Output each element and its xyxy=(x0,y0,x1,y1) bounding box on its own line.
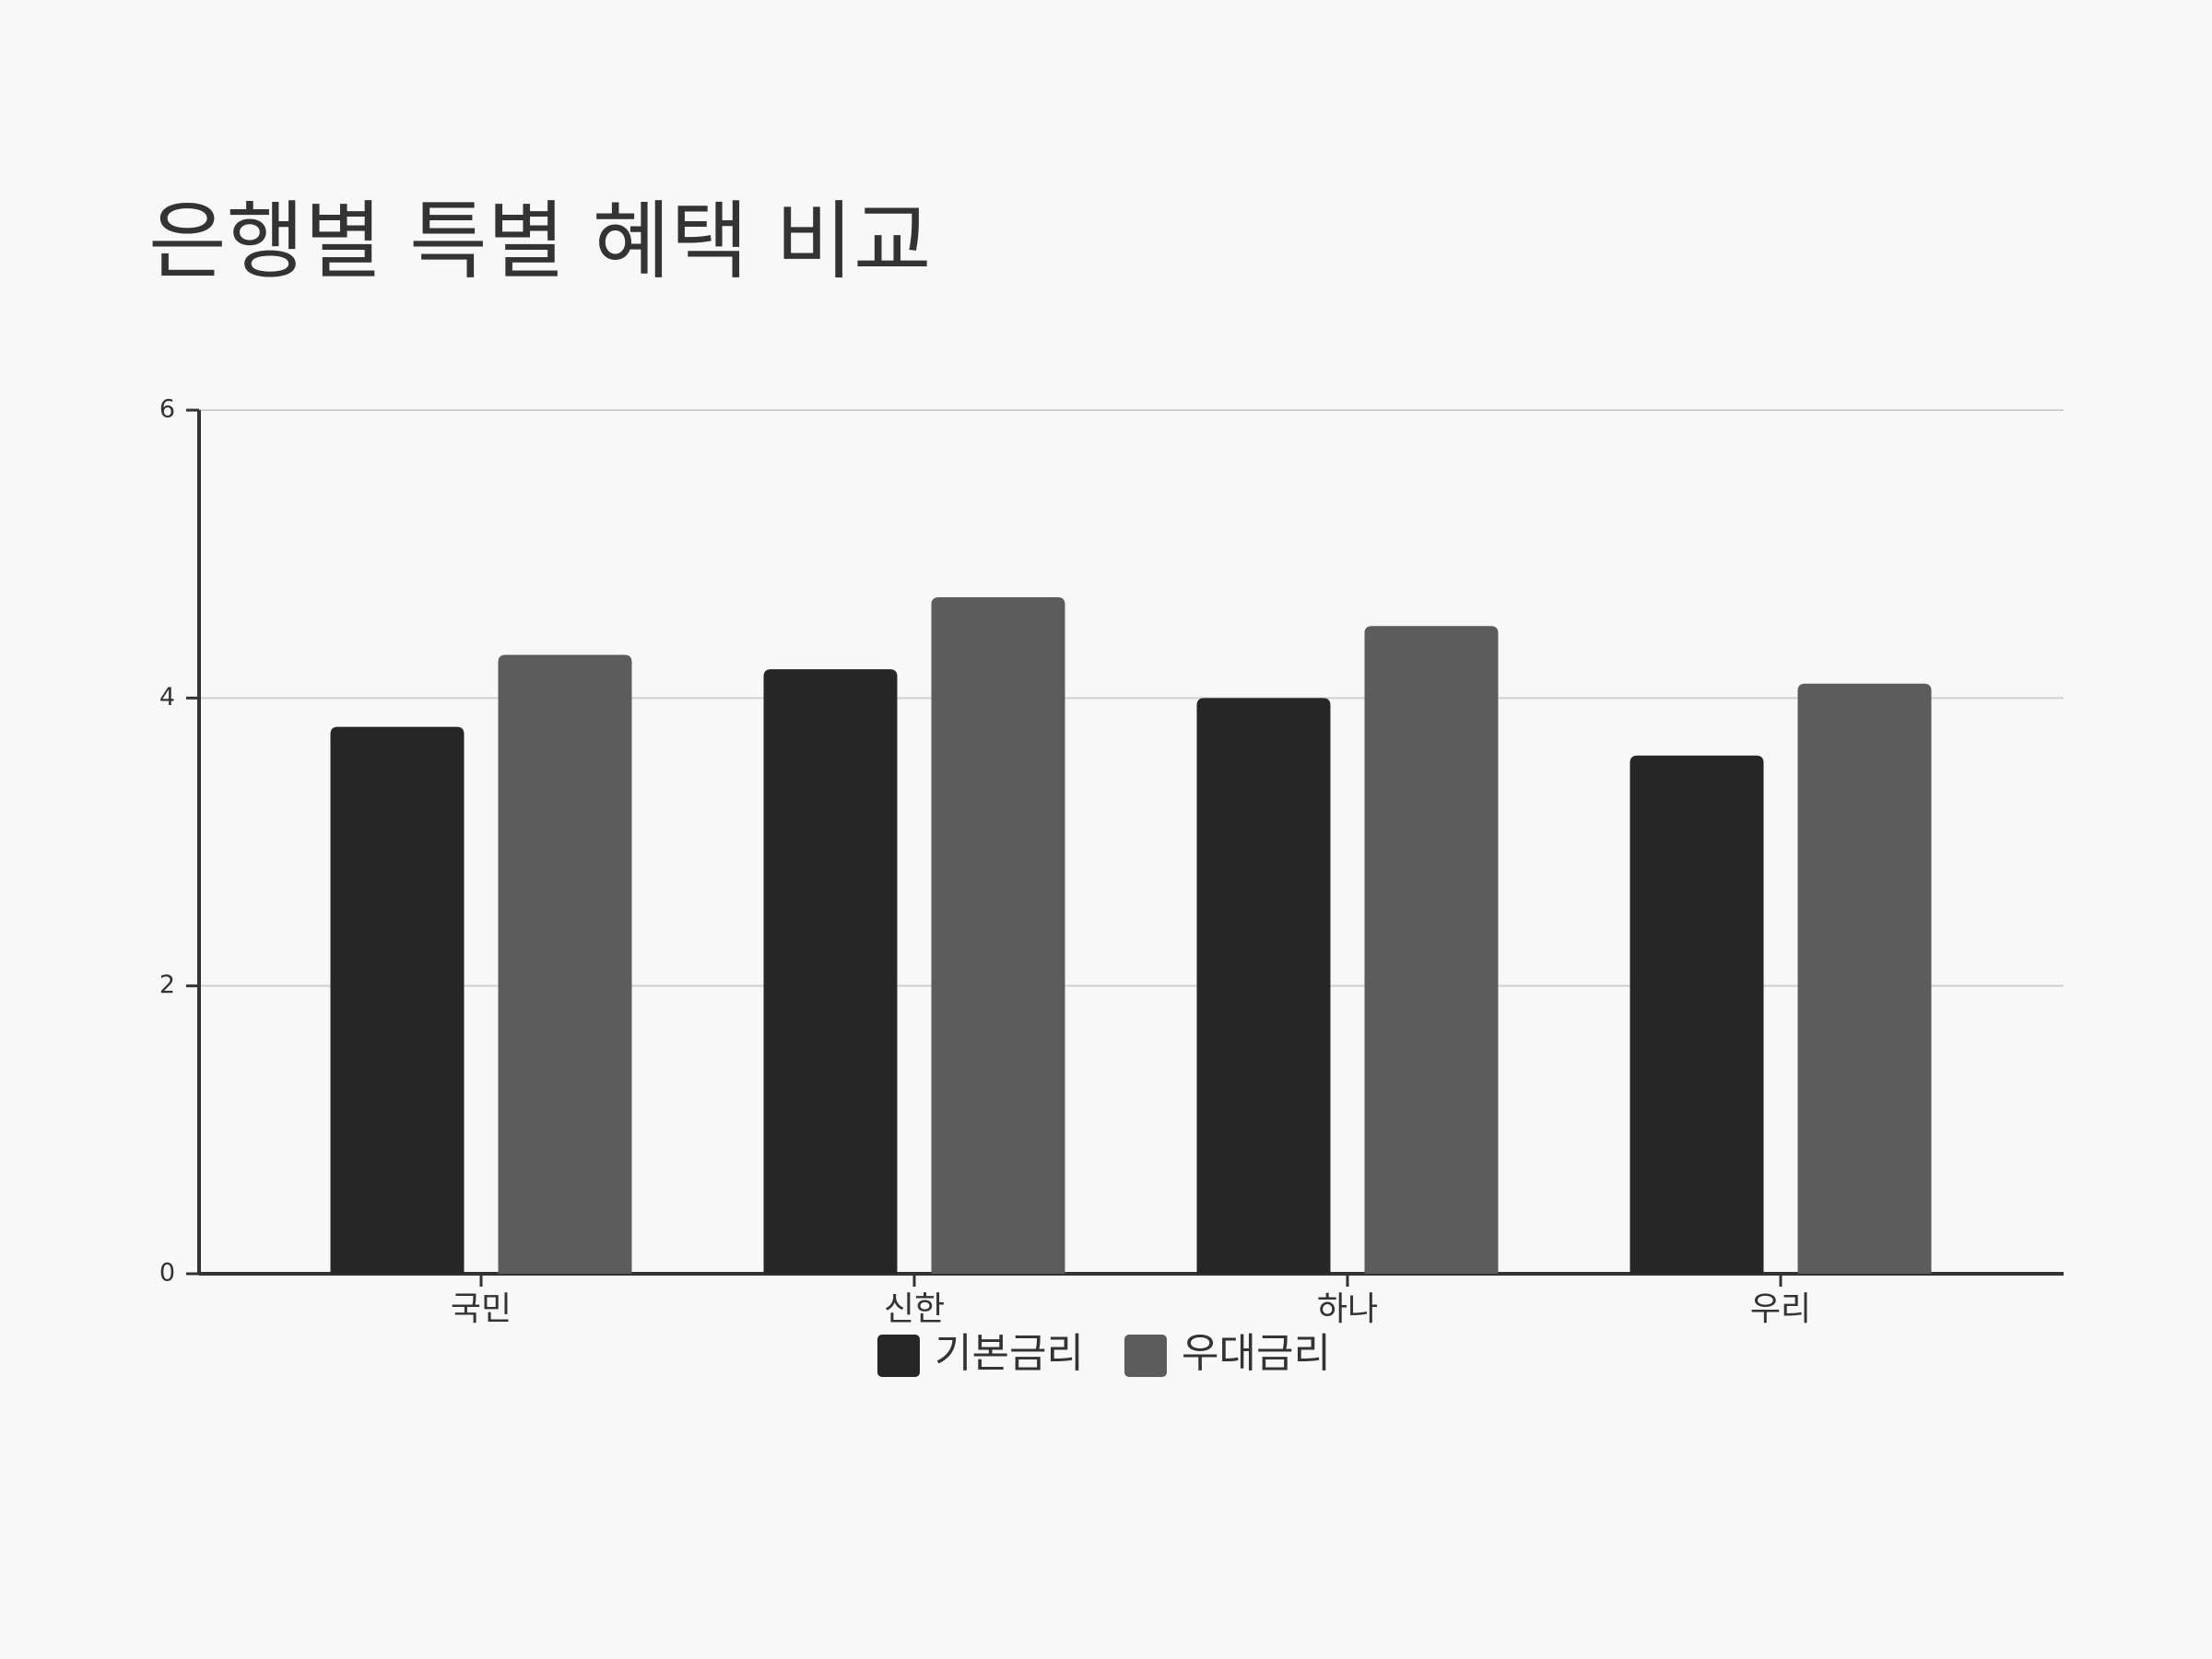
legend-label: 기본금리 xyxy=(935,1330,1084,1377)
bar xyxy=(1797,683,1932,1274)
bar xyxy=(763,669,898,1274)
bar xyxy=(931,597,1065,1274)
y-tick-label: 4 xyxy=(159,683,175,712)
bar xyxy=(1630,755,1764,1274)
x-tick-label: 하나 xyxy=(1317,1290,1378,1328)
x-tick-label: 우리 xyxy=(1750,1290,1811,1328)
legend-swatch xyxy=(877,1335,920,1377)
y-tick-label: 0 xyxy=(159,1259,175,1288)
y-tick-label: 2 xyxy=(159,971,175,999)
x-tick-label: 국민 xyxy=(451,1290,512,1328)
y-tick-label: 6 xyxy=(159,395,175,424)
bar xyxy=(498,654,632,1274)
x-tick-label: 신한 xyxy=(884,1290,945,1328)
bar xyxy=(1364,626,1499,1274)
legend-swatch xyxy=(1124,1335,1167,1377)
bar xyxy=(1196,698,1331,1274)
legend-label: 우대금리 xyxy=(1182,1330,1331,1377)
chart-title: 은행별 특별 혜택 비교 xyxy=(148,192,932,290)
bar xyxy=(330,726,465,1274)
